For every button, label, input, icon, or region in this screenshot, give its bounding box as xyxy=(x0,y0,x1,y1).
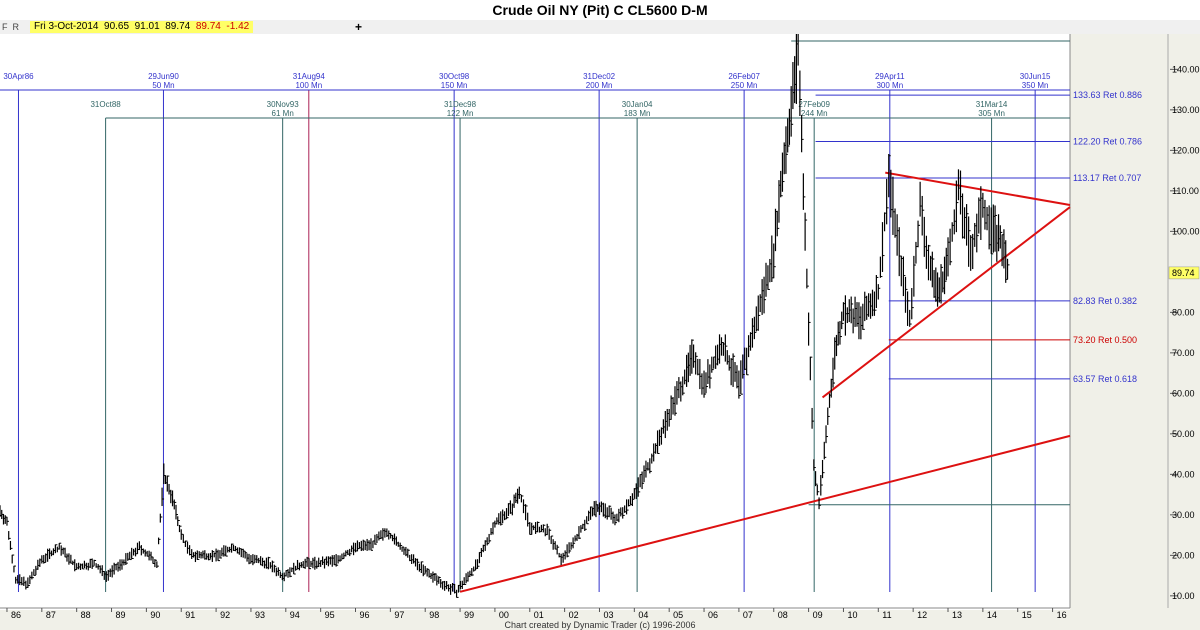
y-tick-label: 40.00 xyxy=(1172,469,1195,479)
x-tick-label: 01 xyxy=(534,610,544,620)
cycle-months-label: 61 Mn xyxy=(272,109,294,118)
fib-level-label: 113.17 Ret 0.707 xyxy=(1073,173,1141,183)
x-tick-label: 10 xyxy=(847,610,857,620)
y-tick-label: 20.00 xyxy=(1172,550,1195,560)
quote-close: 89.74 xyxy=(195,21,221,32)
x-tick-label: 07 xyxy=(743,610,753,620)
cycle-date-label: 26Feb07 xyxy=(728,72,760,81)
x-tick-label: 12 xyxy=(917,610,927,620)
fib-level-label: 82.83 Ret 0.382 xyxy=(1073,296,1137,306)
cycle-months-label: 250 Mn xyxy=(731,81,758,90)
r-button[interactable]: R xyxy=(12,22,20,32)
x-tick-label: 02 xyxy=(569,610,579,620)
x-tick-label: 15 xyxy=(1022,610,1032,620)
fib-level-label: 63.57 Ret 0.618 xyxy=(1073,374,1137,384)
trendline xyxy=(459,434,1071,593)
cycle-date-label: 30Jan04 xyxy=(622,100,653,109)
cycle-date-label: 31Dec02 xyxy=(583,72,616,81)
y-tick-label: 130.00 xyxy=(1172,105,1200,115)
x-tick-label: 09 xyxy=(813,610,823,620)
cycle-date-label: 31Aug94 xyxy=(293,72,326,81)
cycle-date-label: 30Oct98 xyxy=(439,72,470,81)
x-tick-label: 93 xyxy=(255,610,265,620)
y-tick-label: 100.00 xyxy=(1172,226,1200,236)
fib-level-label: 73.20 Ret 0.500 xyxy=(1073,335,1137,345)
cycle-date-label: 27Feb09 xyxy=(798,100,830,109)
y-tick-label: 120.00 xyxy=(1172,145,1200,155)
x-tick-label: 14 xyxy=(987,610,997,620)
x-tick-label: 04 xyxy=(638,610,648,620)
add-button[interactable]: + xyxy=(355,20,363,34)
x-tick-label: 90 xyxy=(150,610,160,620)
x-tick-label: 98 xyxy=(429,610,439,620)
toolbar-buttons[interactable]: F R xyxy=(2,20,19,34)
x-tick-label: 06 xyxy=(708,610,718,620)
quote-bar: F R Fri 3-Oct-2014 90.65 91.01 89.74 89.… xyxy=(0,20,1200,35)
x-tick-label: 91 xyxy=(185,610,195,620)
fib-level-label: 133.63 Ret 0.886 xyxy=(1073,90,1142,100)
x-tick-label: 03 xyxy=(603,610,613,620)
cycle-date-label: 30Jun15 xyxy=(1020,72,1051,81)
cycle-months-label: 50 Mn xyxy=(152,81,174,90)
f-button[interactable]: F xyxy=(2,22,8,32)
cycle-date-label: 29Apr11 xyxy=(875,72,905,81)
y-tick-label: 60.00 xyxy=(1172,388,1195,398)
cycle-months-label: 305 Mn xyxy=(978,109,1005,118)
x-tick-label: 99 xyxy=(464,610,474,620)
x-tick-label: 89 xyxy=(116,610,126,620)
fib-level-label: 122.20 Ret 0.786 xyxy=(1073,136,1142,146)
x-tick-label: 96 xyxy=(360,610,370,620)
x-tick-label: 00 xyxy=(499,610,509,620)
x-tick-label: 13 xyxy=(952,610,962,620)
x-tick-label: 92 xyxy=(220,610,230,620)
y-tick-label: 80.00 xyxy=(1172,307,1195,317)
x-tick-label: 87 xyxy=(46,610,56,620)
last-price-box xyxy=(1168,266,1200,280)
cycle-date-label: 31Dec98 xyxy=(444,100,477,109)
x-tick-label: 97 xyxy=(394,610,404,620)
y-tick-label: 10.00 xyxy=(1172,591,1195,601)
y-tick-label: 110.00 xyxy=(1172,186,1199,196)
cycle-date-label: 31Mar14 xyxy=(976,100,1008,109)
x-tick-label: 88 xyxy=(81,610,91,620)
y-tick-label: 70.00 xyxy=(1172,348,1195,358)
cycle-date-label: 30Nov93 xyxy=(267,100,300,109)
cycle-months-label: 183 Mn xyxy=(624,109,651,118)
cycle-months-label: 122 Mn xyxy=(447,109,474,118)
x-tick-label: 11 xyxy=(882,610,891,620)
x-tick-label: 95 xyxy=(325,610,335,620)
x-tick-label: 94 xyxy=(290,610,300,620)
trendline xyxy=(821,206,1071,399)
quote-high: 91.01 xyxy=(134,21,160,32)
cycle-date-label: 31Oct88 xyxy=(90,100,121,109)
chart-footer: Chart created by Dynamic Trader (c) 1996… xyxy=(504,620,696,630)
trendline xyxy=(885,171,1071,207)
cycle-months-label: 200 Mn xyxy=(586,81,613,90)
x-tick-label: 86 xyxy=(11,610,21,620)
y-tick-label: 50.00 xyxy=(1172,429,1195,439)
x-tick-label: 08 xyxy=(778,610,788,620)
quote-readout: Fri 3-Oct-2014 90.65 91.01 89.74 89.74 -… xyxy=(30,21,254,33)
y-axis-panel xyxy=(1070,34,1200,620)
cycle-date-label: 30Apr86 xyxy=(3,72,34,81)
cycle-months-label: 244 Mn xyxy=(801,109,828,118)
y-tick-label: 140.00 xyxy=(1172,64,1200,74)
x-tick-label: 05 xyxy=(673,610,683,620)
quote-open: 90.65 xyxy=(104,21,130,32)
plot-area xyxy=(0,34,1070,610)
cycle-date-label: 29Jun90 xyxy=(148,72,179,81)
quote-change: -1.42 xyxy=(226,21,250,32)
cycle-months-label: 300 Mn xyxy=(876,81,903,90)
chart-title: Crude Oil NY (Pit) C CL5600 D-M xyxy=(0,0,1200,20)
last-price-label: 89.74 xyxy=(1172,268,1195,278)
quote-date: Fri 3-Oct-2014 xyxy=(34,21,99,32)
cycle-months-label: 350 Mn xyxy=(1022,81,1049,90)
y-tick-label: 30.00 xyxy=(1172,510,1195,520)
quote-low: 89.74 xyxy=(165,21,191,32)
x-tick-label: 16 xyxy=(1057,610,1067,620)
cycle-months-label: 150 Mn xyxy=(441,81,468,90)
cycle-months-label: 100 Mn xyxy=(295,81,322,90)
